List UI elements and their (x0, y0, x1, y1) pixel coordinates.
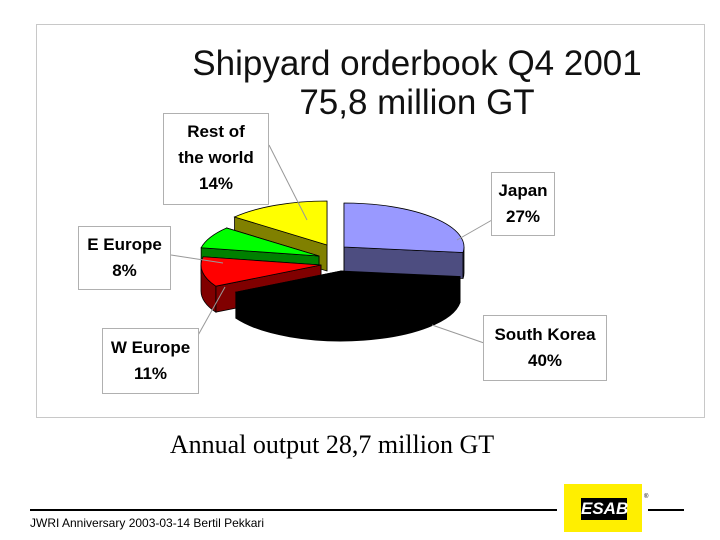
leader-line-4 (268, 144, 308, 221)
pie-slice-e-europe (200, 227, 320, 257)
label-e-europe: E Europe 8% (78, 226, 171, 290)
chart-frame: Shipyard orderbook Q4 2001 75,8 million … (36, 24, 705, 418)
chart-subtitle: 75,8 million GT (299, 83, 535, 122)
logo-wordmark: ESAB (581, 498, 629, 520)
label-w-europe-name: W Europe (110, 338, 191, 357)
label-e-europe-name: E Europe (87, 235, 162, 254)
pie-chart (170, 144, 493, 356)
label-w-europe-value: 11% (133, 364, 168, 383)
label-south-korea-value: 40% (527, 351, 563, 370)
pie-slice-japan (343, 202, 465, 253)
label-japan-name: Japan (498, 181, 548, 200)
label-e-europe-value: 8% (112, 261, 137, 280)
esab-logo: ESAB (564, 484, 642, 532)
leader-line-1 (431, 324, 485, 344)
label-w-europe: W Europe 11% (102, 328, 199, 394)
pie-slice-south-korea (234, 270, 461, 316)
label-south-korea: South Korea 40% (483, 315, 607, 381)
footer-divider-right (648, 509, 684, 511)
leader-line-3 (170, 254, 224, 264)
label-japan: Japan 27% (491, 172, 555, 236)
caption: Annual output 28,7 million GT (169, 430, 495, 459)
chart-title-line: Shipyard orderbook Q4 2001 (192, 44, 642, 83)
pie-slice-rest-of-the-world (233, 200, 328, 246)
label-rest-of-world: Rest of the world 14% (163, 113, 269, 205)
chart-title: Shipyard orderbook Q4 2001 75,8 million … (157, 44, 677, 122)
label-japan-value: 27% (505, 207, 541, 226)
label-south-korea-name: South Korea (494, 325, 596, 344)
footer-divider (30, 509, 557, 511)
pie-tops (200, 200, 465, 316)
logo-registered-mark: ® (644, 494, 649, 500)
pie-slice-w-europe (200, 256, 322, 287)
label-rest-of-world-name: Rest of the world (178, 122, 254, 167)
footer-text: JWRI Anniversary 2003-03-14 Bertil Pekka… (30, 516, 265, 530)
label-rest-of-world-value: 14% (198, 174, 234, 193)
leader-line-0 (456, 219, 493, 241)
